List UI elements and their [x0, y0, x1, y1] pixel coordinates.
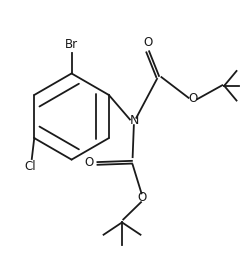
Text: N: N	[130, 114, 139, 127]
Text: O: O	[84, 156, 94, 168]
Text: Br: Br	[65, 38, 78, 51]
Text: O: O	[143, 36, 153, 49]
Text: O: O	[188, 92, 197, 105]
Text: O: O	[138, 191, 147, 204]
Text: Cl: Cl	[25, 160, 36, 173]
